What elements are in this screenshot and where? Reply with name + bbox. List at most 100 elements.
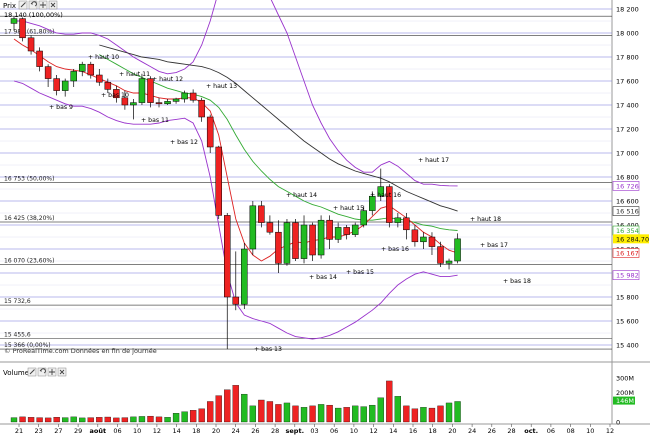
fib-level-label: 15 732,6 — [4, 298, 31, 305]
date-tick-label: 26 — [488, 427, 496, 435]
candle-body — [334, 227, 342, 240]
candle-body — [360, 210, 367, 226]
volume-bar — [70, 416, 77, 423]
fib-level-label: 15 366 (0,00%) — [4, 342, 51, 349]
volume-panel-label: Volume — [3, 369, 29, 377]
move-icon[interactable] — [47, 367, 57, 377]
price-tick-label: 15 800 — [616, 294, 639, 302]
volume-bar — [326, 404, 333, 423]
volume-bar — [343, 407, 350, 423]
price-tick-label: 16 800 — [616, 174, 639, 182]
swing-annotations: + haut 10 + haut 11+ haut 12 + haut 13 + ba… — [49, 54, 531, 353]
fib-level-label: 16 425 (38,20%) — [4, 215, 54, 222]
date-tick-label: 12 — [369, 427, 377, 435]
volume-bar — [266, 401, 274, 423]
volume-bar — [104, 416, 111, 423]
wrench-icon[interactable] — [18, 0, 28, 10]
volume-bar — [309, 405, 316, 423]
undo-icon[interactable] — [37, 367, 47, 377]
badge-value-label: 16 726 — [616, 182, 639, 190]
date-tick-label: oct. — [524, 427, 538, 435]
volume-bar — [224, 389, 231, 423]
price-tick-label: 18 200 — [616, 6, 639, 14]
candle-body — [386, 186, 393, 223]
volume-bar — [130, 416, 137, 423]
candle-body — [87, 63, 95, 76]
date-axis-ticks: 21 23 27 29 août 06 10 12 14 18 20 24 26 28 sept. 03 06 1… — [15, 424, 614, 435]
candle-body — [78, 63, 86, 72]
candle-body — [292, 222, 299, 259]
volume-bar — [445, 402, 453, 423]
candle-body — [351, 224, 359, 235]
swing-annotation-label: + bas 13 — [254, 346, 282, 353]
date-tick-label: 20 — [448, 427, 456, 435]
last-price-badge — [613, 234, 649, 244]
swing-annotation-label: + bas 12 — [170, 139, 198, 146]
candle-body — [445, 260, 453, 264]
swing-annotation-label: + bas 10 — [101, 92, 129, 99]
price-tick-label: 16 600 — [616, 198, 639, 206]
volume-bar — [164, 417, 171, 423]
wrench-icon[interactable] — [27, 367, 37, 377]
swing-annotation-label: + haut 11 — [119, 71, 150, 78]
candle-body — [36, 50, 43, 67]
swing-annotation-label: + haut 14 — [286, 192, 317, 199]
panel-tool-icons — [18, 0, 58, 10]
volume-bar — [207, 401, 214, 423]
move-icon[interactable] — [38, 0, 48, 10]
volume-bar — [283, 402, 291, 423]
volume-bar — [138, 416, 146, 423]
date-tick-label: 18 — [429, 427, 437, 435]
candle-body — [249, 205, 257, 250]
candle-body — [155, 102, 163, 105]
volume-tick-label: 0 — [616, 419, 620, 427]
horizontal-gridlines — [0, 8, 612, 346]
fib-level-label: 17 980 (61,80%) — [4, 28, 54, 35]
bollinger-upper-line — [14, 0, 458, 187]
candle-body — [283, 222, 291, 264]
swing-annotation-label: + haut 12 — [152, 76, 183, 83]
date-tick-label: 29 — [74, 427, 82, 435]
volume-bar — [300, 407, 308, 423]
badge-value-label: 16 284,70 — [616, 235, 649, 243]
candle-body — [454, 238, 461, 262]
candle-body — [70, 71, 77, 82]
swing-annotation-label: + haut 16 — [370, 192, 401, 199]
volume-last-badge — [613, 396, 635, 405]
date-tick-label: 26 — [251, 427, 259, 435]
candle-body — [411, 229, 419, 243]
candle-body — [53, 78, 60, 91]
candle-body — [138, 78, 146, 103]
candle-body — [275, 231, 282, 264]
moving-average-long-line — [99, 44, 458, 212]
candle-body — [19, 18, 26, 39]
price-panel-header: Prix 18 140 (100,00 — [3, 0, 63, 19]
candle-body — [61, 80, 69, 91]
price-tick-label: 15 400 — [616, 342, 639, 350]
candle-body — [326, 219, 333, 240]
undo-icon[interactable] — [28, 0, 38, 10]
volume-tick-label: 300M — [616, 375, 634, 383]
candle-body — [437, 246, 444, 264]
close-icon[interactable] — [57, 367, 67, 377]
date-tick-label: 03 — [310, 427, 318, 435]
volume-bar — [394, 396, 402, 423]
candle-body — [266, 222, 274, 233]
volume-bar — [155, 416, 163, 423]
swing-annotation-label: + haut 17 — [418, 157, 449, 164]
date-tick-label: 06 — [547, 427, 555, 435]
volume-bar — [249, 405, 256, 423]
candle-body — [27, 37, 35, 52]
volume-bar — [437, 405, 444, 423]
date-tick-label: 28 — [271, 427, 279, 435]
candle-body — [121, 97, 129, 106]
close-icon[interactable] — [48, 0, 58, 10]
candle-body — [300, 224, 308, 259]
candle-body — [420, 236, 427, 243]
date-tick-label: 24 — [468, 427, 476, 435]
price-tick-label: 16 400 — [616, 222, 639, 230]
fib-level-label: 15 455,6 — [4, 331, 31, 338]
candle-body — [215, 146, 222, 216]
volume-bar — [232, 385, 239, 423]
